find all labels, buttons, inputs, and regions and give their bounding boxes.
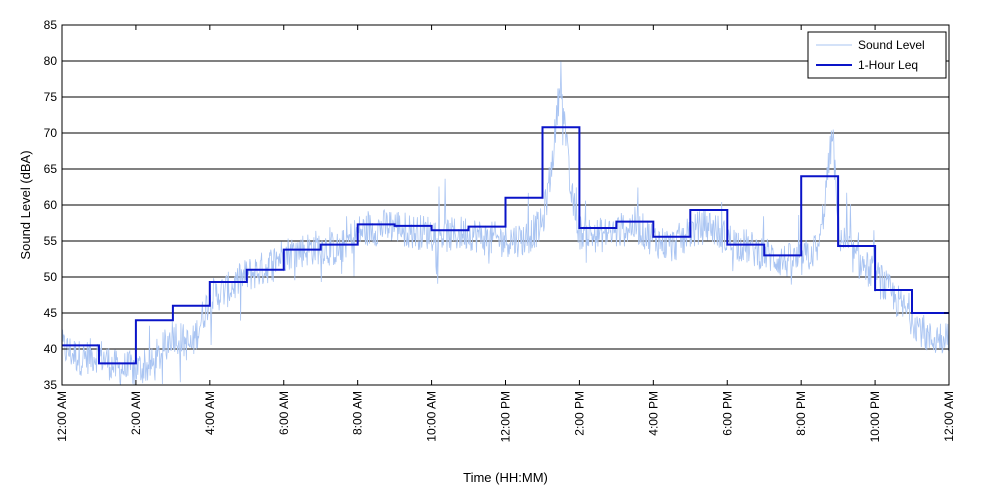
x-tick-label: 10:00 AM: [425, 391, 439, 442]
x-tick-label: 8:00 PM: [794, 391, 808, 436]
y-tick-label: 75: [44, 90, 58, 104]
y-tick-label: 85: [44, 18, 58, 32]
legend: Sound Level 1-Hour Leq: [807, 31, 947, 79]
x-tick-label: 4:00 PM: [646, 391, 660, 436]
y-axis: 35 40 45 50 55 60 65 70 75 80 85: [44, 18, 949, 392]
y-tick-label: 40: [44, 342, 58, 356]
y-tick-label: 35: [44, 378, 58, 392]
y-tick-label: 60: [44, 198, 58, 212]
x-tick-label: 12:00 AM: [942, 391, 956, 442]
legend-box: [807, 31, 947, 79]
x-tick-label: 2:00 AM: [129, 391, 143, 435]
y-tick-label: 80: [44, 54, 58, 68]
x-axis: 12:00 AM 2:00 AM 4:00 AM 6:00 AM 8:00 AM 10:0…: [55, 25, 956, 442]
y-tick-label: 45: [44, 306, 58, 320]
legend-label-sound-level: Sound Level: [858, 38, 925, 52]
x-tick-label: 6:00 PM: [720, 391, 734, 436]
y-tick-label: 65: [44, 162, 58, 176]
x-tick-label: 12:00 PM: [499, 391, 513, 442]
x-tick-label: 6:00 AM: [277, 391, 291, 435]
y-tick-label: 55: [44, 234, 58, 248]
series-line-1-hour-leq: [62, 126, 949, 365]
legend-label-1-hour-leq: 1-Hour Leq: [858, 58, 918, 72]
y-tick-label: 50: [44, 270, 58, 284]
x-tick-label: 12:00 AM: [55, 391, 69, 442]
x-axis-title: Time (HH:MM): [463, 470, 548, 485]
x-tick-label: 10:00 PM: [868, 391, 882, 442]
x-tick-label: 4:00 AM: [203, 391, 217, 435]
x-tick-label: 8:00 AM: [351, 391, 365, 435]
y-tick-label: 70: [44, 126, 58, 140]
x-tick-label: 2:00 PM: [572, 391, 586, 436]
series-1-hour-leq: [62, 126, 949, 365]
y-axis-title: Sound Level (dBA): [18, 150, 33, 259]
grid-lines: [62, 60, 949, 350]
